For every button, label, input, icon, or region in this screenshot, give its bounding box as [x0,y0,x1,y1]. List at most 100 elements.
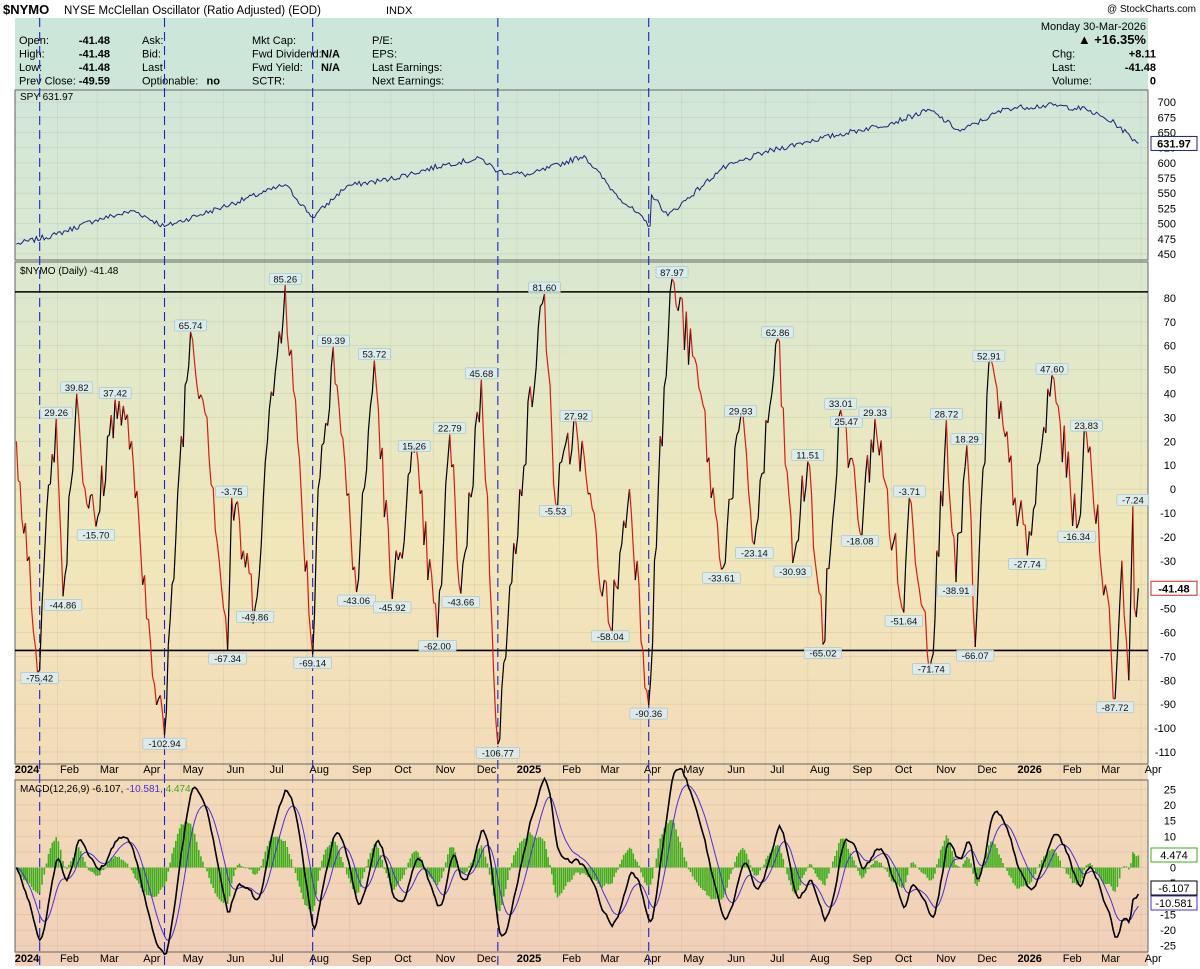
nymo-segment [21,519,25,534]
nymo-annotation: 59.39 [321,336,345,347]
nymo-y-tick-label: 0 [1170,484,1176,496]
nymo-segment [78,417,82,451]
nymo-segment [103,480,107,497]
nymo-annotation: 53.72 [362,350,386,361]
nymo-segment [1010,455,1014,506]
nymo-segment [685,311,690,365]
nymo-segment [632,548,636,581]
nymo-y-tick-label: 10 [1164,460,1176,472]
x-tick-label: Jul [770,953,784,965]
x-tick-label: Apr [644,953,661,965]
x-tick-label: May [683,953,704,965]
nymo-annotation: -33.61 [708,573,735,584]
nymo-segment [585,476,589,495]
nymo-segment [233,504,237,521]
pct-change: ▲ +16.35% [1078,32,1147,47]
nymo-segment [792,553,796,564]
nymo-segment [1067,451,1072,492]
nymo-segment [348,493,352,531]
macd-y-tick-label: -15 [1160,909,1176,921]
nymo-segment [722,562,726,568]
nymo-segment [1104,584,1108,595]
macd-legend-hist: 4.474 [166,784,191,795]
nymo-segment [427,559,431,581]
nymo-segment [367,406,371,431]
nymo-segment [638,586,642,642]
nymo-segment [222,608,227,618]
nymo-annotation-box [1035,363,1069,375]
nymo-annotation-box [655,266,689,279]
nymo-segment [545,350,549,369]
x-tick-label: Dec [977,953,997,965]
nymo-last-box [1150,580,1198,596]
nymo-annotation: 33.01 [829,399,853,410]
nymo-annotation-box [208,652,247,665]
nymo-segment [769,394,773,406]
nymo-segment [1106,594,1110,609]
nymo-segment [454,507,458,560]
nymo-segment [575,422,579,442]
nymo-segment [747,490,751,511]
nymo-annotation-box [373,601,412,614]
nymo-segment [64,564,68,576]
x-tick-label: Nov [936,764,956,776]
nymo-segment [847,458,851,468]
nymo-annotation-box [591,630,630,643]
nymo-segment [462,552,466,564]
nymo-segment [97,510,101,517]
nymo-annotation-box [791,449,825,461]
nymo-annotation-box [358,348,391,360]
x-tick-label: Dec [477,764,497,776]
nymo-segment [882,476,886,484]
nymo-segment [214,530,218,544]
nymo-segment [716,522,720,558]
nymo-annotation: -43.66 [447,597,474,608]
nymo-segment [1057,406,1061,424]
x-tick-label: Apr [143,953,160,965]
nymo-annotation-box [1057,530,1096,543]
nymo-annotation-box [829,415,863,428]
nymo-segment [1097,504,1101,554]
macd-last-box [1150,895,1198,911]
nymo-segment [834,473,838,499]
chart-layers: 450475500525550575600625650675700-110-10… [14,18,1198,966]
x-tick-label: 2025 [517,953,541,965]
nymo-segment [786,471,790,497]
nymo-segment [955,533,959,583]
nymo-annotation-box [337,594,376,607]
nymo-annotation-box [268,273,302,285]
nymo-segment [767,405,771,423]
nymo-annotation: 39.82 [65,383,89,394]
spy-y-tick-label: 450 [1158,249,1176,261]
nymo-segment [947,477,951,505]
nymo-segment [297,441,301,459]
nymo-segment [1089,446,1093,478]
nymo-segment [1016,513,1020,527]
x-tick-label: Sep [352,764,372,776]
nymo-segment [553,483,556,503]
nymo-segment [308,612,312,636]
nymo-segment [68,485,72,498]
quote-value: no [207,76,221,88]
nymo-segment [1030,509,1035,536]
nymo-segment [692,355,696,359]
nymo-segment [517,489,521,536]
nymo-segment [888,533,893,551]
nymo-segment [452,464,456,508]
spy-legend: SPY 631.97 [20,92,74,103]
nymo-annotation: -106.77 [482,748,514,759]
nymo-segment [986,362,990,396]
nymo-segment [897,582,901,597]
symbol-label: $NYMO [3,2,49,17]
nymo-segment [361,487,366,494]
nymo-segment [529,386,533,408]
nymo-segment [482,434,487,482]
x-tick-label: Feb [562,953,581,965]
quote-value: -49.59 [79,76,110,88]
nymo-segment [972,605,976,648]
macd-last-value: -6.107 [1158,883,1189,895]
nymo-segment [15,441,19,481]
nymo-segment [144,575,148,620]
nymo-segment [436,591,441,638]
